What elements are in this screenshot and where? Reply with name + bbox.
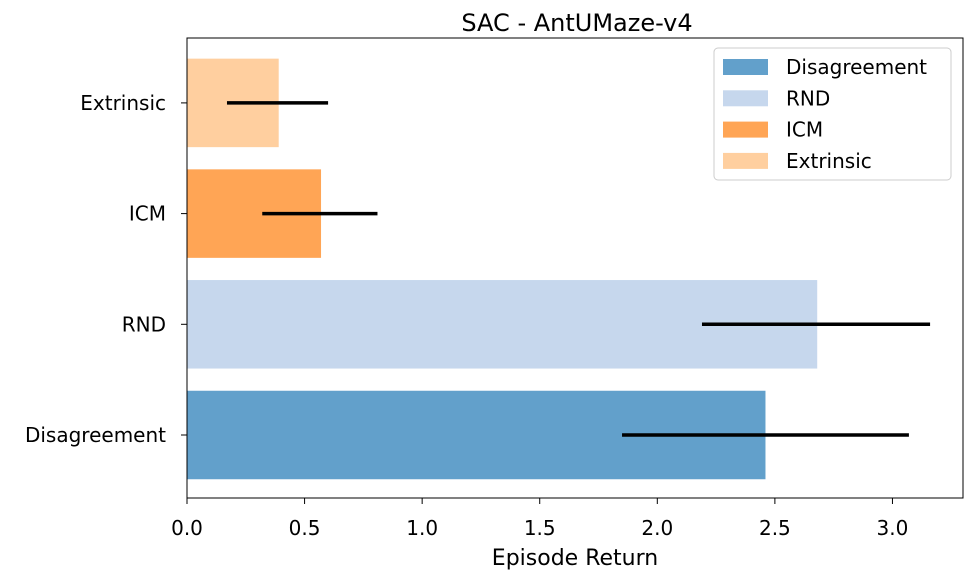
x-tick-label: 2.5 [759, 516, 791, 540]
legend-swatch-extrinsic [723, 152, 768, 169]
legend-swatch-rnd [723, 90, 768, 107]
x-tick-label: 1.5 [524, 516, 556, 540]
legend-label-icm: ICM [786, 118, 823, 142]
legend-label-disagreement: Disagreement [786, 55, 927, 79]
y-tick-label-extrinsic: Extrinsic [80, 91, 166, 115]
x-tick-label: 1.0 [406, 516, 438, 540]
x-tick-label: 0.0 [171, 516, 203, 540]
x-axis-label: Episode Return [492, 546, 658, 571]
x-tick-label: 0.5 [289, 516, 321, 540]
x-tick-label: 2.0 [641, 516, 673, 540]
y-tick-label-disagreement: Disagreement [25, 423, 166, 447]
x-tick-label: 3.0 [877, 516, 909, 540]
legend-swatch-disagreement [723, 59, 768, 75]
y-tick-label-icm: ICM [129, 202, 166, 226]
legend-label-rnd: RND [786, 86, 830, 110]
legend-frame [713, 47, 952, 181]
legend: Disagreement RND ICM Extrinsic [713, 47, 952, 181]
chart-title: SAC - AntUMaze-v4 [461, 9, 692, 37]
legend-label-extrinsic: Extrinsic [786, 149, 872, 173]
legend-swatch-icm [723, 121, 768, 138]
y-tick-label-rnd: RND [122, 312, 166, 336]
plot-frame [186, 37, 964, 499]
